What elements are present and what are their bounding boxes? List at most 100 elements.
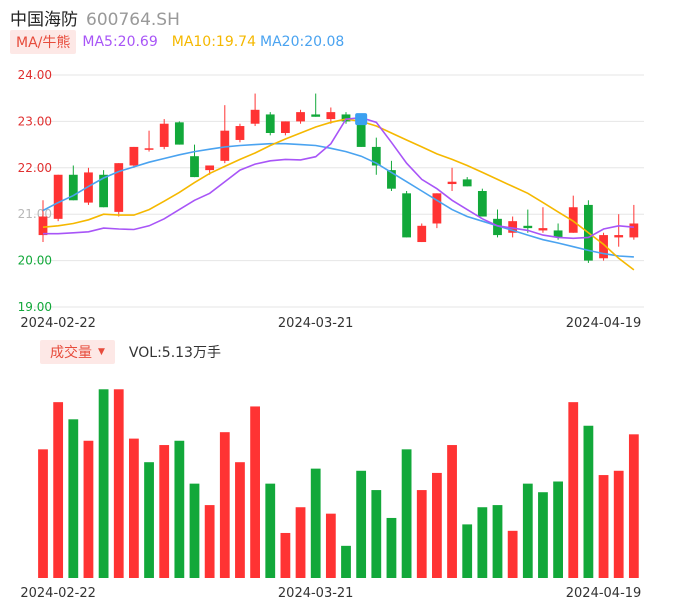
volume-bar: [204, 505, 215, 578]
candle-body: [220, 130, 230, 161]
volume-bar: [598, 475, 609, 578]
candle-body: [144, 148, 154, 150]
ma5-label: MA5:20.69: [82, 34, 158, 50]
volume-bar: [265, 483, 276, 578]
volume-bar: [613, 470, 624, 578]
volume-bar: [68, 419, 79, 578]
volume-bar: [280, 532, 291, 578]
candle-body: [190, 156, 199, 178]
candle-body: [114, 163, 124, 212]
stock-code: 600764.SH: [86, 10, 180, 30]
candle-body: [462, 179, 472, 187]
candle-body: [371, 146, 381, 166]
volume-bar: [477, 507, 488, 578]
volume-bar: [447, 445, 457, 578]
volume-bar: [113, 389, 124, 578]
volume-bar: [159, 445, 170, 578]
candle-body: [99, 174, 108, 208]
candle-body: [341, 114, 351, 122]
candle-body: [265, 114, 275, 133]
volume-bar: [189, 483, 200, 578]
volume-bar: [38, 449, 48, 578]
volume-bar: [553, 481, 563, 578]
volume-bar: [341, 545, 351, 578]
volume-bar: [325, 513, 336, 578]
volume-x-tick-label: 2024-03-21: [278, 586, 354, 601]
candle-body: [205, 165, 215, 171]
candle-body: [553, 230, 563, 238]
y-tick-label: 22.00: [18, 161, 52, 175]
candle-body: [235, 126, 245, 140]
volume-bar: [129, 438, 139, 578]
candle-body: [387, 170, 396, 189]
volume-x-tick-label: 2024-02-22: [20, 586, 96, 601]
candle-body: [432, 193, 442, 224]
x-tick-label: 2024-03-21: [278, 316, 354, 331]
volume-bar: [583, 425, 594, 578]
volume-bar: [250, 406, 260, 578]
candle-body: [523, 225, 533, 229]
candle-body: [129, 146, 139, 166]
x-tick-label: 2024-04-19: [566, 316, 642, 331]
ma20-line: [42, 142, 634, 258]
volume-bar: [83, 440, 94, 578]
volume-bar: [310, 468, 321, 578]
y-tick-label: 20.00: [18, 254, 52, 268]
volume-indicator-button[interactable]: 成交量 ▼: [40, 340, 115, 364]
caret-down-icon: ▼: [98, 347, 105, 357]
candle-body: [599, 235, 608, 259]
candle-body: [538, 228, 548, 231]
volume-bar: [401, 449, 412, 578]
candle-body: [174, 122, 184, 145]
volume-bar: [568, 402, 579, 578]
candle-body: [296, 112, 305, 122]
volume-bar: [462, 524, 473, 578]
event-marker-icon: [355, 113, 368, 126]
ma20-label: MA20:20.08: [260, 34, 345, 50]
ma10-line: [42, 118, 635, 271]
candle-body: [326, 112, 336, 120]
volume-bar: [432, 472, 442, 578]
candle-body: [447, 181, 457, 185]
candle-body: [356, 123, 366, 147]
candle-body: [311, 114, 321, 117]
stock-header: 中国海防 600764.SH: [10, 5, 180, 30]
volume-bar: [538, 492, 548, 578]
volume-bar: [174, 440, 185, 578]
ma-legend: MA/牛熊 MA5:20.69 MA10:19.74 MA20:20.08: [10, 30, 344, 54]
ma-type-button[interactable]: MA/牛熊: [10, 30, 77, 54]
ma5-line: [43, 116, 634, 240]
stock-name: 中国海防: [10, 10, 78, 30]
candle-body: [38, 216, 48, 236]
ma10-label: MA10:19.74: [171, 34, 257, 50]
volume-bar: [371, 490, 382, 578]
candle-body: [84, 172, 93, 203]
volume-legend: 成交量 ▼ VOL:5.13万手: [40, 340, 221, 364]
volume-bar: [416, 490, 427, 578]
y-tick-label: 24.00: [18, 68, 52, 82]
candle-body: [477, 191, 487, 217]
y-tick-label: 23.00: [18, 114, 52, 128]
volume-value: VOL:5.13万手: [128, 345, 221, 361]
candle-body: [250, 109, 260, 124]
volume-bar: [295, 507, 306, 578]
volume-bar: [98, 389, 109, 578]
x-tick-label: 2024-02-22: [20, 316, 96, 331]
volume-bar: [522, 483, 533, 578]
candle-body: [53, 174, 63, 219]
volume-indicator-label: 成交量: [50, 345, 92, 361]
candle-body: [281, 121, 290, 133]
candle-body: [614, 235, 624, 238]
candle-body: [508, 221, 518, 233]
candle-body: [493, 218, 502, 236]
candle-body: [402, 193, 411, 238]
volume-bar: [628, 434, 639, 578]
candle-body: [417, 225, 427, 243]
candle-body: [568, 207, 578, 233]
volume-bar: [144, 462, 154, 578]
candle-body: [68, 174, 78, 201]
volume-bar: [356, 470, 367, 578]
y-tick-label: 19.00: [18, 300, 52, 314]
volume-x-tick-label: 2024-04-19: [566, 586, 642, 601]
